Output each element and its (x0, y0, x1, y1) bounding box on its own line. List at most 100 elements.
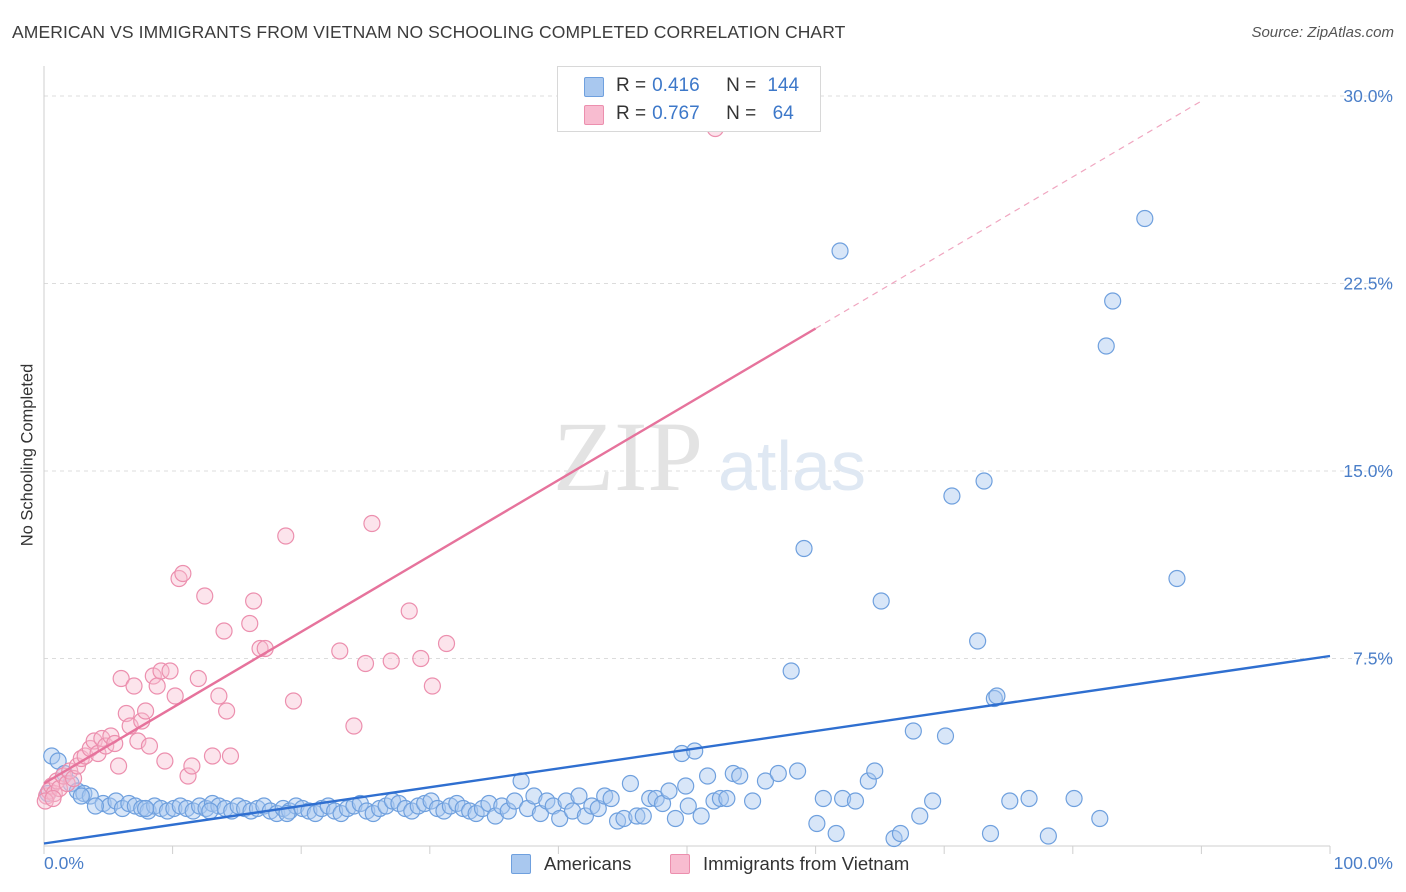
data-point (112, 669, 130, 688)
data-point (1065, 789, 1083, 808)
data-point (221, 747, 240, 765)
data-point (570, 787, 588, 805)
data-point (904, 722, 922, 740)
data-point (44, 789, 62, 808)
r-value: 0.767 (652, 103, 700, 124)
data-point (210, 687, 228, 705)
data-point (1001, 792, 1019, 810)
data-point (936, 727, 955, 745)
data-point (981, 824, 1000, 843)
data-point (718, 789, 736, 808)
legend-label: Immigrants from Vietnam (703, 853, 910, 874)
n-value: 144 (767, 75, 800, 96)
data-point (201, 802, 219, 820)
data-point (161, 662, 179, 680)
tick-labels: 7.5% 15.0% 22.5% 30.0% 0.0% 100.0% (44, 86, 1393, 873)
data-point (634, 807, 652, 825)
x-tick-label: 0.0% (44, 853, 84, 873)
data-point (660, 782, 678, 800)
data-point (245, 592, 263, 610)
legend-swatch-americans (584, 77, 604, 97)
data-point (666, 809, 685, 828)
data-point (400, 602, 418, 620)
data-point (834, 789, 852, 808)
data-point (711, 789, 730, 808)
watermark-zip: ZIP (553, 401, 703, 512)
data-point (284, 692, 303, 710)
data-point (215, 622, 233, 640)
data-point (183, 757, 201, 775)
data-point (698, 767, 717, 785)
data-point (189, 669, 207, 688)
data-point (808, 814, 826, 833)
legend-row-americans: R = 0.416 N = 144 (616, 74, 804, 98)
data-point (602, 789, 620, 808)
data-point (125, 677, 143, 695)
data-point (136, 702, 155, 720)
watermark-atlas: atlas (718, 427, 866, 505)
r-value: 0.416 (652, 75, 700, 96)
n-label: N = (726, 103, 757, 124)
data-point (1091, 809, 1109, 828)
data-point (196, 587, 214, 605)
data-point (356, 654, 375, 673)
source-label: Source: ZipAtlas.com (1251, 24, 1394, 41)
data-point (382, 652, 400, 670)
data-point (412, 649, 430, 668)
r-label: R = (616, 75, 647, 96)
data-point (859, 772, 877, 790)
data-point (109, 757, 128, 775)
chart-title: AMERICAN VS IMMIGRANTS FROM VIETNAM NO S… (12, 22, 846, 42)
data-point (769, 764, 787, 783)
y-tick-label: 7.5% (1353, 649, 1393, 669)
data-point (423, 677, 441, 695)
data-point (179, 767, 197, 785)
data-point (152, 662, 170, 680)
data-point (891, 824, 910, 843)
y-tick-label: 15.0% (1343, 461, 1393, 481)
trend-line-vietnam (43, 327, 817, 785)
data-point (277, 527, 295, 545)
data-point (924, 792, 942, 810)
n-value: 64 (772, 103, 794, 124)
data-point (628, 807, 646, 825)
legend-swatch (670, 854, 690, 874)
n-label: N = (726, 75, 757, 96)
legend-row-vietnam: R = 0.767 N = 64 (616, 102, 804, 126)
data-point (866, 762, 884, 780)
data-point (499, 802, 517, 820)
data-point (1136, 209, 1154, 228)
data-point (731, 767, 749, 785)
data-point (486, 807, 504, 825)
data-point (241, 614, 259, 633)
data-point (969, 632, 987, 650)
trend-line-americans (43, 654, 1331, 845)
data-point (756, 772, 775, 790)
y-tick-label: 22.5% (1343, 274, 1393, 294)
data-point (72, 787, 90, 805)
data-point (782, 662, 800, 680)
data-point (743, 792, 762, 810)
data-point (788, 762, 807, 780)
data-point (136, 799, 155, 818)
data-point (985, 689, 1003, 708)
data-point (911, 807, 929, 825)
data-point (551, 809, 569, 828)
data-point (437, 634, 456, 653)
data-point (1039, 827, 1057, 845)
data-point (140, 737, 159, 755)
data-point (166, 687, 184, 705)
data-point (557, 792, 575, 810)
correlation-legend: R = 0.416 N = 144 R = 0.767 N = 64 (557, 66, 821, 132)
data-point (831, 242, 849, 260)
data-point (943, 487, 961, 505)
data-point (174, 564, 192, 583)
data-point (1168, 569, 1186, 588)
data-point (218, 702, 236, 720)
data-point (1020, 789, 1038, 808)
data-point (86, 797, 105, 815)
axes (43, 66, 1331, 854)
data-point (525, 787, 543, 805)
data-point (81, 787, 99, 805)
